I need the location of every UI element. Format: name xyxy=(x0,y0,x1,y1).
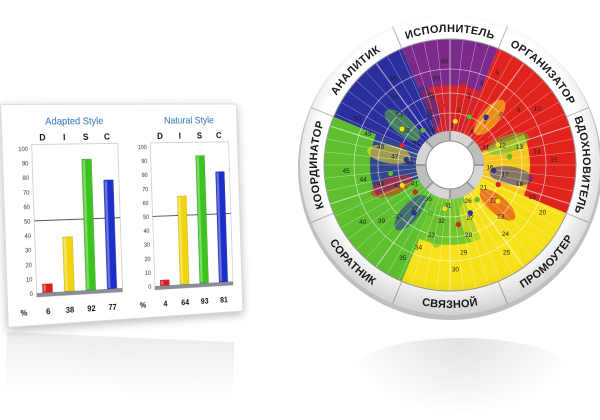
adapted-style-ytick: 50 xyxy=(24,219,31,225)
natural-style-value-label-c: 81 xyxy=(220,296,228,305)
wheel-shading xyxy=(300,15,600,315)
natural-style-ytick: 80 xyxy=(142,173,149,179)
adapted-style-bar-highlight-d xyxy=(43,284,47,292)
natural-style-ytick: 0 xyxy=(148,285,152,291)
adapted-style-bar-s xyxy=(82,159,96,290)
adapted-style-ytick: 70 xyxy=(23,191,30,197)
natural-style-title: Natural Style xyxy=(164,116,215,127)
adapted-style-ytick: 30 xyxy=(25,248,32,254)
natural-style-chart: Natural Style 0 10 20 30 40 50 60 70 80 90 100 D 4 I 64… xyxy=(138,116,234,310)
natural-style-ytick: 10 xyxy=(145,271,152,277)
adapted-style-percent-label: % xyxy=(20,308,27,317)
adapted-style-value-label-c: 77 xyxy=(108,303,117,312)
adapted-style-value-label-i: 38 xyxy=(66,305,75,314)
adapted-style-value-label-d: 6 xyxy=(46,307,51,316)
natural-style-category-s: S xyxy=(197,131,203,141)
wheel-reflection xyxy=(346,338,576,414)
natural-style-ytick: 70 xyxy=(142,187,149,193)
personality-wheel: 1234567891011121314151617181920212223242… xyxy=(298,15,600,320)
adapted-style-bar-c xyxy=(104,180,117,289)
card-reflection xyxy=(4,332,235,400)
adapted-style-ytick: 0 xyxy=(30,292,34,298)
natural-style-percent-label: % xyxy=(140,301,147,310)
adapted-style-category-d: D xyxy=(39,132,46,142)
natural-style-ytick: 20 xyxy=(144,257,151,263)
adapted-style-category-c: C xyxy=(104,132,111,142)
adapted-style-ytick: 20 xyxy=(25,263,32,269)
disc-chart-card: Adapted Style 0 10 20 30 40 50 60 70 80 90 100 D 6 I 38… xyxy=(0,103,244,328)
adapted-style-ytick: 80 xyxy=(22,176,29,182)
adapted-style-title: Adapted Style xyxy=(45,116,104,127)
adapted-style-bar-i xyxy=(63,237,75,292)
adapted-style-bar-d xyxy=(42,284,52,293)
natural-style-ytick: 30 xyxy=(144,243,151,249)
natural-style-value-label-d: 4 xyxy=(163,299,168,308)
disc-bar-charts: Adapted Style0102030405060708090100D6I38… xyxy=(18,116,242,318)
natural-style-value-label-s: 93 xyxy=(201,297,209,306)
natural-style-ytick: 60 xyxy=(143,201,150,207)
adapted-style-ytick: 40 xyxy=(24,234,31,240)
adapted-style-ytick: 90 xyxy=(22,162,29,168)
natural-style-ytick: 40 xyxy=(143,229,150,235)
adapted-style-category-s: S xyxy=(83,132,89,142)
natural-style-category-c: C xyxy=(216,131,222,141)
natural-style-ytick: 100 xyxy=(138,145,148,151)
adapted-style-chart: Adapted Style 0 10 20 30 40 50 60 70 80 90 100 D 6 I 38… xyxy=(18,116,124,318)
adapted-style-plot-frame xyxy=(32,143,123,297)
natural-style-ytick: 50 xyxy=(143,215,150,221)
natural-style-plot-frame xyxy=(150,142,233,290)
natural-style-category-d: D xyxy=(157,131,164,141)
natural-style-value-label-i: 64 xyxy=(181,298,190,307)
adapted-style-value-label-s: 92 xyxy=(87,304,96,313)
adapted-style-category-i: I xyxy=(63,132,66,142)
natural-style-category-i: I xyxy=(179,131,182,141)
adapted-style-ytick: 100 xyxy=(18,147,29,153)
natural-style-bar-highlight-d xyxy=(161,280,164,285)
natural-style-ytick: 90 xyxy=(141,159,148,165)
adapted-style-ytick: 60 xyxy=(23,205,30,211)
adapted-style-ytick: 10 xyxy=(26,277,33,283)
